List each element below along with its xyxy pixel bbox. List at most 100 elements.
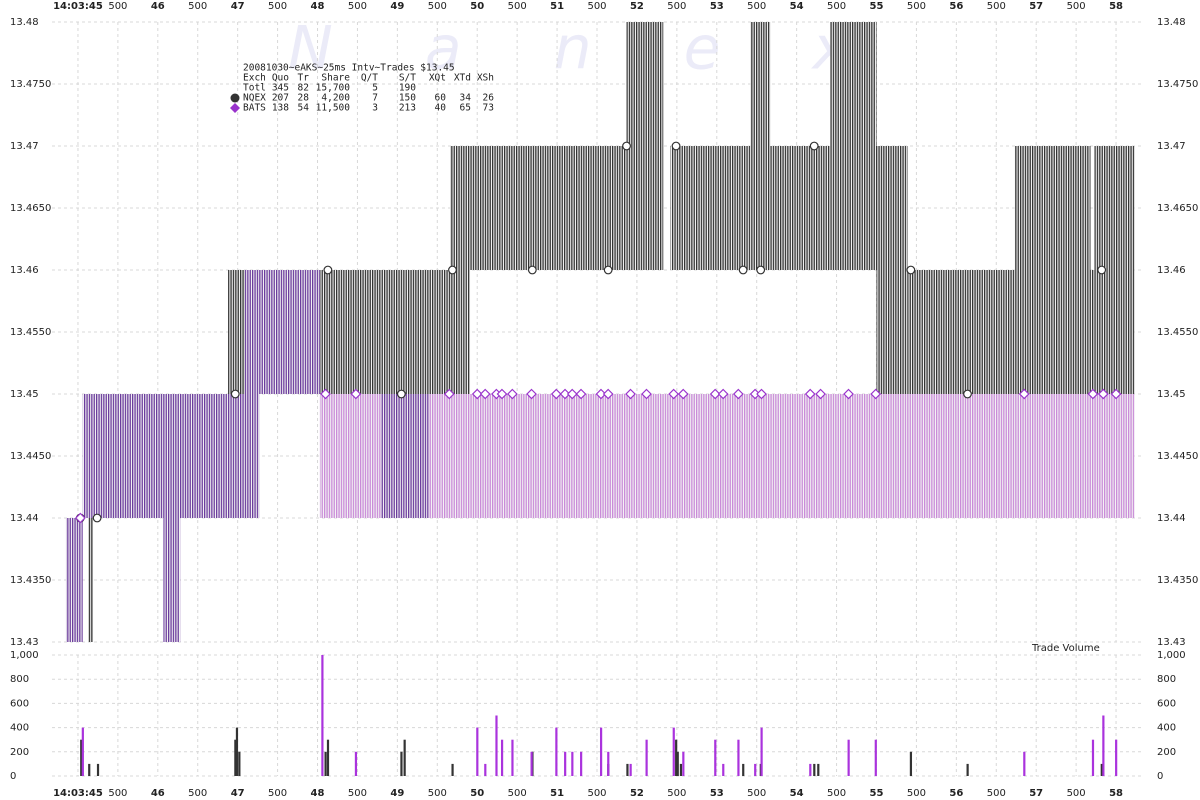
volume-bar: [742, 763, 745, 776]
volume-bar: [495, 715, 498, 776]
x-tick-label-bottom: 500: [348, 788, 367, 799]
y-tick-label: 13.45: [10, 389, 39, 400]
trade-marker: [230, 389, 240, 399]
volume-bar: [403, 739, 406, 776]
volume-bar: [847, 739, 850, 776]
y-tick-label-right: 13.44: [1157, 513, 1186, 524]
volume-bar: [645, 739, 648, 776]
x-tick-label: 500: [188, 1, 207, 12]
quote-band: [1094, 146, 1135, 270]
trade-marker: [603, 265, 613, 275]
y-tick-label-right: 13.4350: [1157, 575, 1198, 586]
trade-marker: [92, 513, 102, 523]
legend-row: 54: [298, 103, 310, 114]
x-tick-label-bottom: 500: [907, 788, 926, 799]
volume-bar: [234, 739, 237, 776]
x-tick-label-bottom: 500: [428, 788, 447, 799]
x-tick-label: 50: [470, 1, 484, 12]
x-tick-label: 500: [428, 1, 447, 12]
trade-marker: [1097, 265, 1107, 275]
trade-marker: [1018, 388, 1030, 400]
quote-band: [450, 146, 627, 270]
volume-bar: [400, 751, 403, 776]
legend-row: 11,500: [316, 103, 351, 114]
x-tick-label: 500: [827, 1, 846, 12]
trade-marker: [526, 388, 537, 400]
y-tick-label-right: 13.48: [1157, 17, 1186, 28]
legend-row: 4,200: [321, 93, 350, 104]
volume-bar: [511, 739, 514, 776]
legend-total: 82: [298, 83, 309, 94]
trade-marker: [756, 265, 766, 275]
quote-band: [750, 22, 771, 270]
x-tick-label-bottom: 500: [188, 788, 207, 799]
x-tick-label: 500: [1067, 1, 1086, 12]
trade-marker: [602, 388, 614, 400]
x-tick-label: 500: [747, 1, 766, 12]
legend-row: 60: [435, 93, 447, 104]
volume-bar: [737, 739, 740, 776]
y-tick-label: 13.4350: [10, 575, 51, 586]
legend-header: Exch: [243, 73, 266, 84]
y-tick-label: 13.4550: [10, 327, 51, 338]
y-tick-label: 600: [10, 698, 29, 709]
volume-bar: [321, 655, 324, 776]
legend-row: 7: [372, 93, 378, 104]
quote-band: [907, 270, 1015, 394]
x-tick-label: 500: [268, 1, 287, 12]
trade-marker: [641, 388, 652, 400]
volume-bar: [672, 727, 675, 776]
quote-band: [88, 518, 94, 642]
volume-bar: [626, 763, 629, 776]
volume-bar: [564, 751, 567, 776]
legend-header: Q/T: [361, 73, 378, 84]
x-tick-label-bottom: 500: [827, 788, 846, 799]
legend-total: Totl: [243, 83, 266, 94]
legend-header: XTd: [454, 73, 471, 84]
legend-row: 138: [272, 103, 289, 114]
trade-marker: [527, 265, 537, 275]
volume-bar: [817, 763, 820, 776]
y-tick-label: 13.4650: [10, 203, 51, 214]
trade-marker: [595, 388, 607, 400]
trade-marker: [1110, 388, 1122, 400]
y-tick-label-right: 13.4450: [1157, 451, 1198, 462]
legend-header: S/T: [399, 73, 416, 84]
x-tick-label: 500: [667, 1, 686, 12]
trade-marker: [963, 389, 972, 399]
quote-band: [1014, 146, 1091, 394]
volume-bar: [1023, 751, 1026, 776]
x-tick-label: 49: [390, 1, 404, 12]
x-tick-label: 54: [790, 1, 804, 12]
quote-band: [876, 146, 908, 394]
x-tick-label: 500: [587, 1, 606, 12]
x-tick-label: 53: [710, 1, 724, 12]
x-tick-label: 500: [348, 1, 367, 12]
volume-bar: [909, 751, 913, 776]
y-tick-label: 13.43: [10, 637, 39, 648]
x-tick-label-bottom: 500: [508, 788, 527, 799]
y-tick-label: 1,000: [10, 650, 39, 661]
legend-marker: [230, 93, 240, 103]
volume-bar: [629, 763, 632, 776]
trade-marker: [717, 388, 729, 400]
volume-bar: [81, 727, 84, 776]
trade-marker: [507, 388, 518, 400]
trade-marker: [756, 388, 767, 400]
trade-marker: [323, 265, 333, 275]
quote-band: [319, 394, 382, 518]
trade-marker: [668, 388, 680, 400]
trade-marker: [843, 388, 854, 400]
volume-bar: [484, 763, 487, 776]
y-tick-label-right: 13.4650: [1157, 203, 1198, 214]
x-tick-label-bottom: 500: [108, 788, 127, 799]
trade-marker: [559, 388, 571, 400]
quote-band: [244, 270, 320, 394]
volume-bar: [679, 763, 683, 776]
legend-row: BATS: [243, 103, 266, 114]
volume-bar: [80, 739, 83, 776]
quote-band: [830, 22, 877, 270]
x-tick-label-bottom: 14:03:45: [53, 788, 103, 799]
y-tick-label: 200: [10, 747, 29, 758]
trade-marker: [1087, 388, 1099, 400]
